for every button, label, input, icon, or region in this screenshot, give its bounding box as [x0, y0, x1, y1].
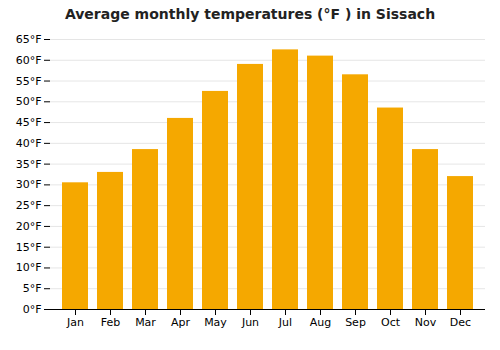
svg-text:Oct: Oct	[381, 316, 401, 329]
svg-text:Jun: Jun	[241, 316, 259, 329]
svg-text:Apr: Apr	[171, 316, 191, 329]
svg-text:Sep: Sep	[345, 316, 366, 329]
svg-text:55°F: 55°F	[16, 75, 42, 88]
svg-text:35°F: 35°F	[16, 158, 42, 171]
svg-text:15°F: 15°F	[16, 241, 42, 254]
svg-text:May: May	[204, 316, 227, 329]
svg-text:0°F: 0°F	[23, 303, 42, 316]
svg-text:Nov: Nov	[415, 316, 437, 329]
svg-text:45°F: 45°F	[16, 116, 42, 129]
svg-text:60°F: 60°F	[16, 54, 42, 67]
svg-text:30°F: 30°F	[16, 178, 42, 191]
svg-text:Mar: Mar	[135, 316, 156, 329]
svg-text:Jan: Jan	[66, 316, 84, 329]
svg-text:10°F: 10°F	[16, 261, 42, 274]
svg-text:40°F: 40°F	[16, 137, 42, 150]
svg-text:Aug: Aug	[310, 316, 331, 329]
html-text:Average monthly temperatures (: Average monthly temperatures (°F ) in Si…	[64, 6, 436, 22]
svg-text:Dec: Dec	[450, 316, 471, 329]
svg-text:Feb: Feb	[101, 316, 120, 329]
svg-text:20°F: 20°F	[16, 220, 42, 233]
svg-text:25°F: 25°F	[16, 199, 42, 212]
svg-text:5°F: 5°F	[23, 282, 42, 295]
svg-text:50°F: 50°F	[16, 95, 42, 108]
svg-text:Jul: Jul	[278, 316, 292, 329]
svg-text:65°F: 65°F	[16, 33, 42, 46]
